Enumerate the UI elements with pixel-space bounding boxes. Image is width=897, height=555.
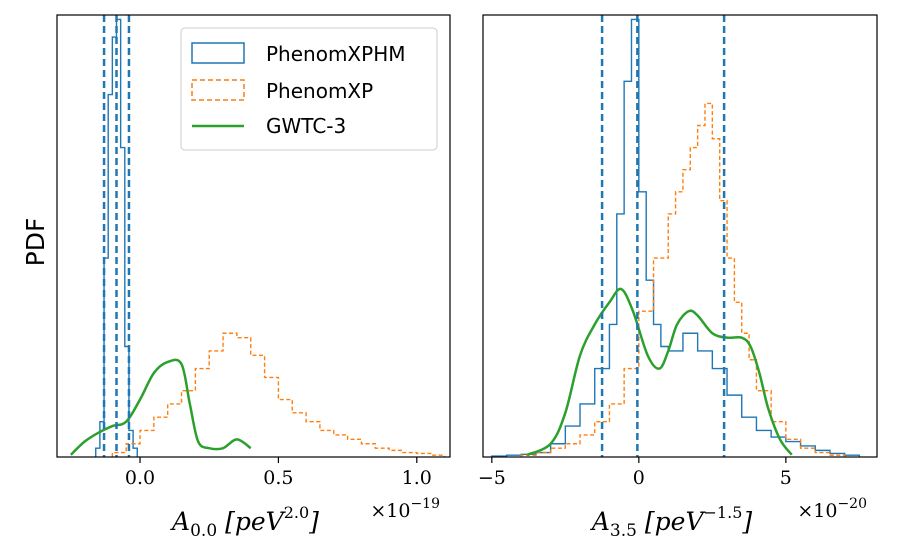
left-xlabel: A0.0 [peV2.0] bbox=[170, 503, 319, 541]
left-xtick-label-0: 0.0 bbox=[125, 467, 155, 489]
right-xtick-label-0: −5 bbox=[478, 467, 506, 489]
right-xtick-label-2: 5 bbox=[780, 467, 792, 489]
legend: PhenomXPHM PhenomXP GWTC-3 bbox=[180, 27, 438, 151]
left-xtick-label-2: 1.0 bbox=[402, 467, 432, 489]
legend-label-phenomxp: PhenomXP bbox=[266, 79, 373, 103]
right-axes-frame bbox=[482, 14, 878, 458]
legend-label-gwtc3: GWTC-3 bbox=[266, 114, 346, 138]
right-series-gwtc3 bbox=[526, 287, 793, 456]
legend-swatch-phenomxp bbox=[191, 79, 245, 101]
legend-label-phenomxphm: PhenomXPHM bbox=[266, 42, 406, 66]
right-xtick-label-1: 0 bbox=[633, 467, 645, 489]
y-axis-label: PDF bbox=[21, 218, 50, 267]
left-plot-area bbox=[69, 15, 446, 457]
right-panel: −5 0 5 A3.5 [peV−1.5] ×10−20 bbox=[478, 14, 878, 541]
legend-frame bbox=[180, 27, 438, 151]
left-offset-multiplier: ×10−19 bbox=[370, 496, 440, 522]
right-series-phenomxphm bbox=[491, 18, 861, 457]
right-plot-area bbox=[491, 15, 861, 457]
left-series-gwtc3 bbox=[69, 358, 252, 456]
left-panel: 0.0 0.5 1.0 A0.0 [peV2.0] ×10−19 bbox=[56, 14, 451, 541]
left-axes-frame bbox=[56, 14, 451, 458]
legend-swatch-phenomxphm bbox=[191, 42, 245, 64]
right-xlabel: A3.5 [peV−1.5] bbox=[590, 503, 753, 541]
right-offset-multiplier: ×10−20 bbox=[797, 496, 867, 522]
right-series-phenomxp bbox=[520, 102, 846, 457]
left-xtick-label-1: 0.5 bbox=[263, 467, 293, 489]
left-series-phenomxp bbox=[111, 332, 446, 457]
